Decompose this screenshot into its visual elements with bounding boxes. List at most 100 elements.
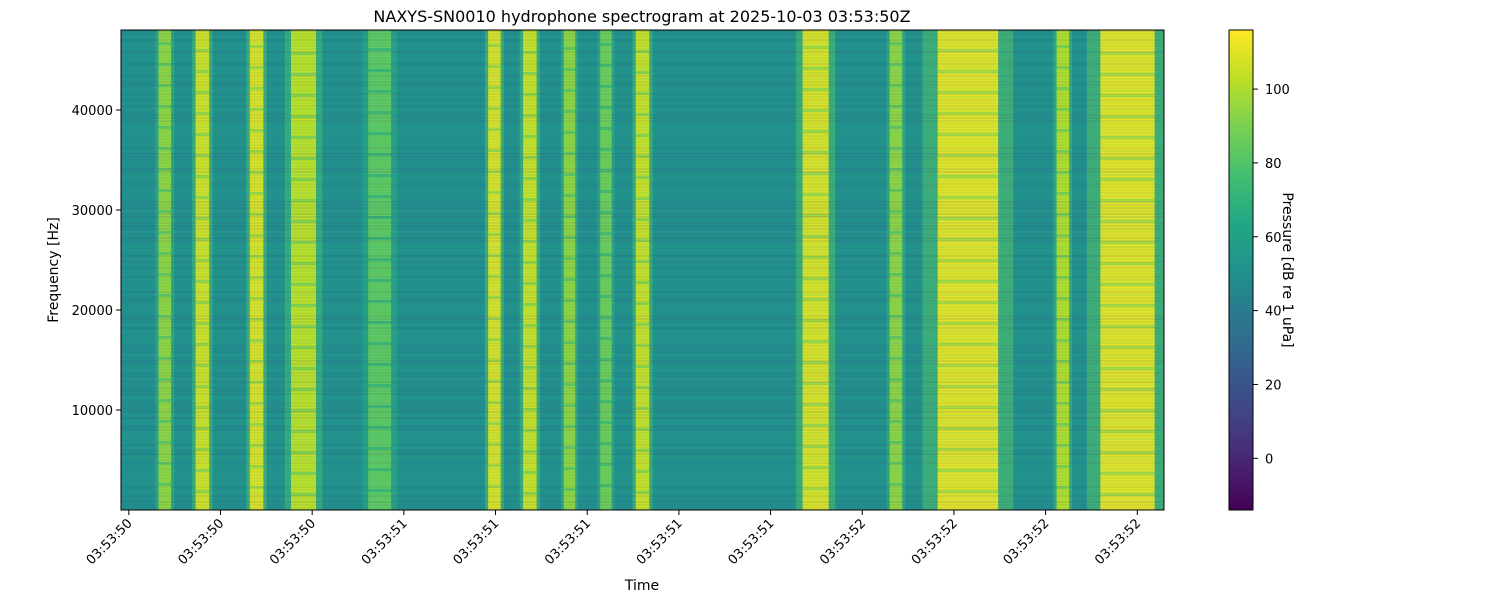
texture-line	[121, 249, 1164, 251]
texture-line	[121, 162, 1164, 164]
spectrogram-band	[284, 30, 323, 510]
texture-line	[121, 129, 1164, 131]
texture-line	[121, 450, 1164, 452]
texture-line	[121, 237, 1164, 239]
texture-line	[121, 477, 1164, 479]
texture-line	[121, 342, 1164, 344]
texture-line	[121, 306, 1164, 308]
texture-line	[121, 429, 1164, 431]
texture-line	[121, 195, 1164, 197]
texture-line	[121, 372, 1164, 374]
texture-line	[121, 417, 1164, 419]
texture-line	[121, 384, 1164, 386]
texture-line	[121, 282, 1164, 284]
texture-line	[121, 165, 1164, 167]
texture-line	[121, 321, 1164, 323]
y-axis-label: Frequency [Hz]	[46, 217, 62, 323]
texture-line	[121, 279, 1164, 281]
texture-line	[121, 285, 1164, 287]
texture-line	[121, 345, 1164, 347]
texture-line	[121, 489, 1164, 491]
texture-line	[121, 432, 1164, 434]
texture-line	[121, 288, 1164, 290]
x-tick-label: 03:53:52	[817, 516, 869, 568]
texture-line	[121, 507, 1164, 509]
x-tick-label: 03:53:52	[1001, 516, 1053, 568]
texture-line	[121, 444, 1164, 446]
texture-line	[121, 39, 1164, 41]
texture-line	[121, 243, 1164, 245]
texture-line	[121, 141, 1164, 143]
texture-line	[121, 255, 1164, 257]
texture-line	[121, 258, 1164, 260]
texture-line	[121, 468, 1164, 470]
texture-line	[121, 126, 1164, 128]
texture-line	[121, 375, 1164, 377]
y-tick-label: 40000	[72, 104, 113, 119]
texture-line	[121, 63, 1164, 65]
texture-line	[121, 378, 1164, 380]
texture-line	[121, 108, 1164, 110]
spectrogram-band	[632, 30, 653, 510]
spectrogram-band	[485, 30, 504, 510]
texture-line	[121, 297, 1164, 299]
texture-line	[121, 213, 1164, 215]
texture-line	[121, 339, 1164, 341]
colorbar-tick-label: 60	[1265, 231, 1282, 246]
colorbar-tick-label: 0	[1265, 452, 1273, 467]
texture-line	[121, 480, 1164, 482]
spectrogram-plot-area	[121, 30, 1164, 510]
texture-line	[121, 318, 1164, 320]
texture-line	[121, 84, 1164, 86]
texture-line	[121, 273, 1164, 275]
texture-line	[121, 93, 1164, 95]
texture-line	[121, 357, 1164, 359]
texture-line	[121, 471, 1164, 473]
texture-line	[121, 399, 1164, 401]
texture-line	[121, 366, 1164, 368]
texture-line	[121, 438, 1164, 440]
texture-line	[121, 216, 1164, 218]
spectrogram-band	[192, 30, 213, 510]
x-tick-label: 03:53:50	[175, 516, 227, 568]
texture-line	[121, 57, 1164, 59]
x-tick-label: 03:53:51	[634, 516, 686, 568]
texture-line	[121, 228, 1164, 230]
texture-line	[121, 234, 1164, 236]
texture-line	[121, 294, 1164, 296]
x-tick-label: 03:53:51	[726, 516, 778, 568]
texture-line	[121, 105, 1164, 107]
texture-line	[121, 246, 1164, 248]
texture-line	[121, 198, 1164, 200]
texture-line	[121, 492, 1164, 494]
texture-line	[121, 369, 1164, 371]
x-tick-label: 03:53:51	[359, 516, 411, 568]
colorbar-tick-label: 100	[1265, 83, 1290, 98]
colorbar-label: Pressure [dB re 1 uPa]	[1279, 192, 1295, 347]
texture-line	[121, 174, 1164, 176]
spectrogram-band	[1053, 30, 1073, 510]
texture-line	[121, 354, 1164, 356]
texture-line	[121, 303, 1164, 305]
texture-line	[121, 36, 1164, 38]
texture-line	[121, 132, 1164, 134]
texture-line	[121, 99, 1164, 101]
texture-line	[121, 96, 1164, 98]
texture-line	[121, 402, 1164, 404]
texture-line	[121, 333, 1164, 335]
texture-line	[121, 201, 1164, 203]
texture-line	[121, 225, 1164, 227]
texture-line	[121, 51, 1164, 53]
spectrogram-band	[597, 30, 615, 510]
texture-line	[121, 111, 1164, 113]
texture-line	[121, 33, 1164, 35]
texture-line	[121, 177, 1164, 179]
texture-line	[121, 348, 1164, 350]
texture-line	[121, 264, 1164, 266]
texture-line	[121, 135, 1164, 137]
texture-line	[121, 60, 1164, 62]
texture-line	[121, 327, 1164, 329]
texture-line	[121, 102, 1164, 104]
spectrogram-band	[155, 30, 175, 510]
texture-line	[121, 117, 1164, 119]
